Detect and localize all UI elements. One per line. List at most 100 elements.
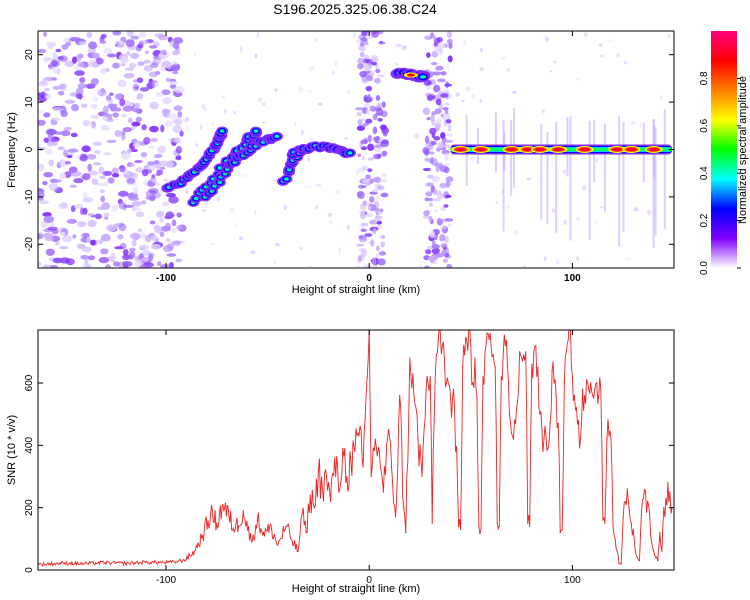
snr-data-point	[386, 438, 389, 440]
noise-blob	[103, 152, 112, 156]
noise-blob	[365, 118, 373, 124]
noise-blob	[551, 208, 556, 214]
noise-blob	[555, 259, 560, 265]
snr-data-point	[358, 435, 360, 437]
noise-blob	[376, 102, 383, 107]
noise-blob	[114, 107, 122, 112]
noise-blob	[77, 83, 87, 89]
noise-blob	[70, 103, 79, 112]
noise-blob	[446, 133, 453, 137]
noise-blob	[148, 80, 158, 84]
noise-blob	[444, 109, 449, 114]
noise-blob	[132, 186, 139, 195]
noise-blob	[70, 132, 78, 138]
noise-blob	[135, 211, 145, 218]
snr-data-point	[644, 491, 647, 493]
noise-blob	[447, 55, 453, 63]
noise-blob	[96, 57, 104, 65]
noise-blob	[434, 108, 442, 115]
noise-blob	[140, 200, 147, 205]
noise-blob	[575, 216, 581, 222]
noise-blob	[106, 224, 117, 232]
noise-blob	[376, 245, 380, 252]
colorbar-label: Normalized spectral amplitude	[737, 76, 749, 224]
snr-data-point	[429, 376, 431, 378]
snr-data-point	[653, 550, 655, 552]
noise-blob	[52, 257, 64, 264]
noise-blob	[307, 156, 310, 162]
noise-blob	[102, 113, 107, 121]
hot-spot	[455, 147, 466, 152]
snr-data-point	[338, 491, 340, 493]
noise-blob	[301, 129, 304, 136]
noise-blob	[159, 264, 171, 268]
snr-data-point	[409, 357, 411, 359]
noise-blob	[120, 56, 129, 65]
noise-blob	[160, 124, 165, 133]
noise-blob	[273, 260, 277, 265]
noise-blob	[419, 264, 423, 268]
snr-data-point	[370, 475, 372, 478]
snr-data-point	[514, 422, 517, 425]
snr-data-point	[443, 357, 445, 359]
noise-blob	[667, 34, 670, 38]
noise-blob	[375, 63, 380, 70]
snr-data-point	[201, 535, 204, 537]
noise-blob	[162, 97, 172, 105]
noise-blob	[369, 191, 378, 195]
noise-blob	[102, 105, 109, 114]
hot-spot	[553, 147, 564, 152]
noise-blob	[82, 120, 90, 127]
noise-blob	[141, 124, 147, 131]
noise-blob	[184, 116, 190, 123]
snr-data-point	[390, 466, 393, 468]
noise-blob	[256, 31, 260, 38]
noise-blob	[440, 243, 448, 248]
noise-blob	[92, 141, 103, 146]
noise-blob	[100, 248, 109, 255]
noise-blob	[241, 174, 245, 178]
noise-blob	[581, 184, 587, 191]
snr-panel: -100 0 100 0 200 400 600 Height of straight l…	[6, 329, 675, 595]
snr-data-point	[620, 563, 622, 565]
snr-data-point	[602, 519, 604, 521]
snr-data-point	[439, 332, 441, 334]
noise-blob	[541, 109, 545, 113]
snr-data-point	[667, 482, 669, 484]
noise-blob	[122, 248, 129, 256]
heatmap-y-tick-label: -20	[24, 237, 35, 252]
noise-blob	[112, 112, 119, 118]
snr-data-point	[317, 469, 320, 471]
noise-blob	[90, 78, 99, 86]
noise-blob	[633, 207, 639, 212]
noise-blob	[143, 64, 153, 72]
noise-blob	[141, 169, 149, 177]
noise-blob	[43, 57, 54, 61]
noise-blob	[128, 247, 136, 252]
noise-blob	[60, 130, 71, 137]
noise-blob	[75, 93, 83, 100]
noise-blob	[140, 151, 148, 158]
snr-data-point	[145, 561, 147, 563]
noise-blob	[79, 155, 88, 162]
noise-blob	[201, 209, 206, 212]
heatmap-x-tick-label: -100	[156, 273, 176, 284]
noise-blob	[48, 159, 55, 167]
noise-blob	[92, 96, 99, 102]
noise-blob	[380, 179, 388, 183]
noise-blob	[374, 144, 382, 148]
snr-data-point	[399, 394, 401, 397]
noise-blob	[131, 200, 142, 207]
colorbar-tick-label: 0.2	[699, 213, 710, 227]
noise-blob	[55, 241, 60, 246]
snr-data-point	[581, 388, 584, 390]
noise-blob	[164, 120, 173, 127]
noise-blob	[144, 50, 149, 55]
noise-blob	[145, 82, 156, 90]
noise-blob	[275, 242, 280, 247]
noise-blob	[375, 211, 380, 216]
noise-blob	[148, 145, 155, 149]
feature-blob	[348, 151, 352, 154]
noise-blob	[52, 66, 58, 75]
